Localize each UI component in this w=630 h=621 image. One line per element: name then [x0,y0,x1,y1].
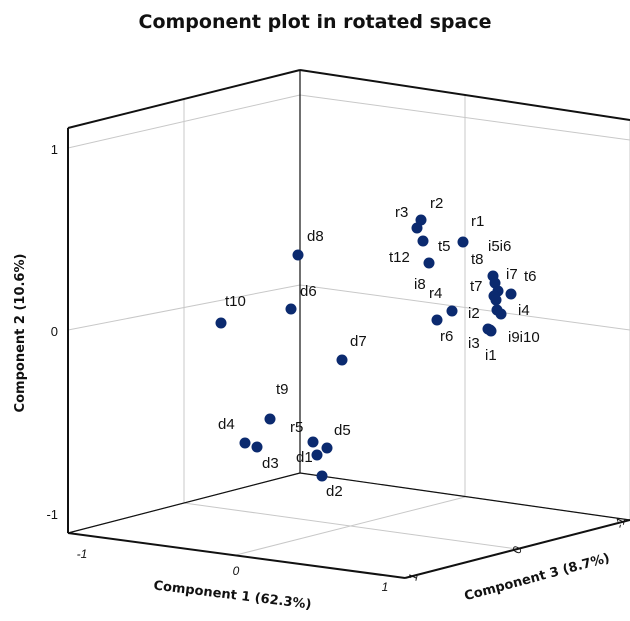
data-point-label-t10: t10 [225,293,246,310]
y-tick-label: 1 [51,142,58,157]
data-point-label-i9i10: i9i10 [508,329,540,346]
data-point-label-d1: d1 [296,449,313,466]
chart-title: Component plot in rotated space [139,11,492,33]
data-point-d8 [292,249,304,261]
data-point-label-d7: d7 [350,333,367,350]
data-point-d7 [336,354,348,366]
y-axis-title: Component 2 (10.6%) [13,254,28,413]
data-point-label-d6: d6 [300,283,317,300]
data-point-label-i2: i2 [468,305,480,322]
grid-lines [67,69,630,579]
data-point-label-t6: t6 [524,268,537,285]
data-point-label-r2: r2 [430,195,443,212]
axis-frame [67,69,630,579]
data-point-label-i5i6: i5i6 [488,238,511,255]
data-point-r3 [411,222,423,234]
data-point-r4 [446,305,458,317]
data-point-i1 [485,325,497,337]
z-axis-title: Component 3 (8.7%) [463,551,612,604]
y-tick-label: 0 [51,324,58,339]
data-point-label-i3: i3 [468,335,480,352]
data-point-t9 [264,413,276,425]
data-point-label-r5: r5 [290,419,303,436]
data-point-t7 [490,294,502,306]
data-point-r6 [431,314,443,326]
z-tick-label: -1 [612,516,628,530]
data-point-label-r1: r1 [471,213,484,230]
data-point-label-i7: i7 [506,266,518,283]
data-point-t5 [417,235,429,247]
data-point-label-r4: r4 [429,285,442,302]
data-point-t12 [423,257,435,269]
data-point-label-d3: d3 [262,455,279,472]
data-point-label-t9: t9 [276,381,289,398]
data-point-d1 [311,449,323,461]
data-point-label-r6: r6 [440,328,453,345]
data-point-label-d2: d2 [326,483,343,500]
data-point-label-t8: t8 [471,251,484,268]
data-point-label-d8: d8 [307,228,324,245]
data-point-label-d5: d5 [334,422,351,439]
x-tick-label: 0 [233,564,240,578]
data-point-t10 [215,317,227,329]
x-tick-label: 1 [382,580,389,594]
x-axis-title: Component 1 (62.3%) [153,578,313,612]
data-point-label-i4: i4 [518,302,530,319]
data-point-d2 [316,470,328,482]
data-point-i4 [495,308,507,320]
data-point-d4 [239,437,251,449]
y-tick-label: -1 [46,507,58,522]
z-tick-label: 0 [510,545,525,555]
data-point-label-i1: i1 [485,347,497,364]
data-point-label-t12: t12 [389,249,410,266]
data-point-d3 [251,441,263,453]
data-point-label-d4: d4 [218,416,235,433]
data-point-r1 [457,236,469,248]
data-point-label-t5: t5 [438,238,451,255]
data-point-label-t7: t7 [470,278,483,295]
x-tick-label: -1 [77,547,88,561]
data-point-d6 [285,303,297,315]
data-point-label-r3: r3 [395,204,408,221]
data-point-t6 [505,288,517,300]
data-point-r5 [307,436,319,448]
data-point-label-i8: i8 [414,276,426,293]
z-tick-label: 1 [406,572,421,582]
data-point-d5 [321,442,333,454]
